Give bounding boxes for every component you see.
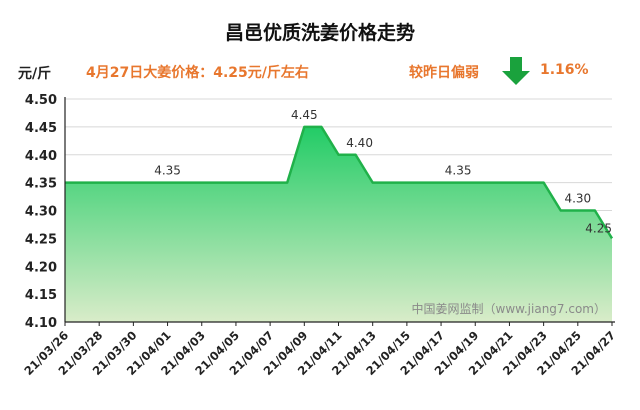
watermark-text: 中国姜网监制（www.jiang7.com） xyxy=(412,301,606,316)
data-label: 4.40 xyxy=(346,136,373,150)
y-axis-unit: 元/斤 xyxy=(18,66,52,82)
data-label: 4.35 xyxy=(445,164,472,178)
data-label: 4.30 xyxy=(564,192,591,206)
y-tick-labels: 4.10 4.15 4.20 4.25 4.30 4.35 4.40 4.45 4.50 xyxy=(25,93,57,331)
area-fill xyxy=(65,126,612,323)
y-tick-label: 4.15 xyxy=(25,288,57,303)
y-tick-label: 4.25 xyxy=(25,232,57,247)
data-label: 4.25 xyxy=(585,221,612,235)
axes xyxy=(64,97,615,323)
y-tick-label: 4.30 xyxy=(25,205,57,220)
y-tick-label: 4.10 xyxy=(25,316,57,331)
data-label: 4.35 xyxy=(154,164,181,178)
y-tick-label: 4.45 xyxy=(25,121,57,136)
price-summary: 4月27日大姜价格：4.25元/斤左右 xyxy=(86,65,309,81)
down-arrow-icon xyxy=(502,57,530,85)
data-label: 4.45 xyxy=(291,108,318,122)
change-label: 较昨日偏弱 xyxy=(409,65,479,81)
area-layer xyxy=(64,125,614,323)
y-tick-label: 4.35 xyxy=(25,177,57,192)
change-percentage: 1.16% xyxy=(540,62,589,78)
y-tick-label: 4.20 xyxy=(25,260,57,275)
x-tick-labels: 21/03/2621/03/2821/03/3021/04/0121/04/03… xyxy=(21,322,618,378)
chart-title: 昌邑优质洗姜价格走势 xyxy=(224,22,415,44)
y-tick-label: 4.40 xyxy=(25,149,57,164)
y-tick-label: 4.50 xyxy=(25,93,57,108)
data-labels: 4.35 4.45 4.40 4.35 4.30 4.25 xyxy=(154,108,612,236)
